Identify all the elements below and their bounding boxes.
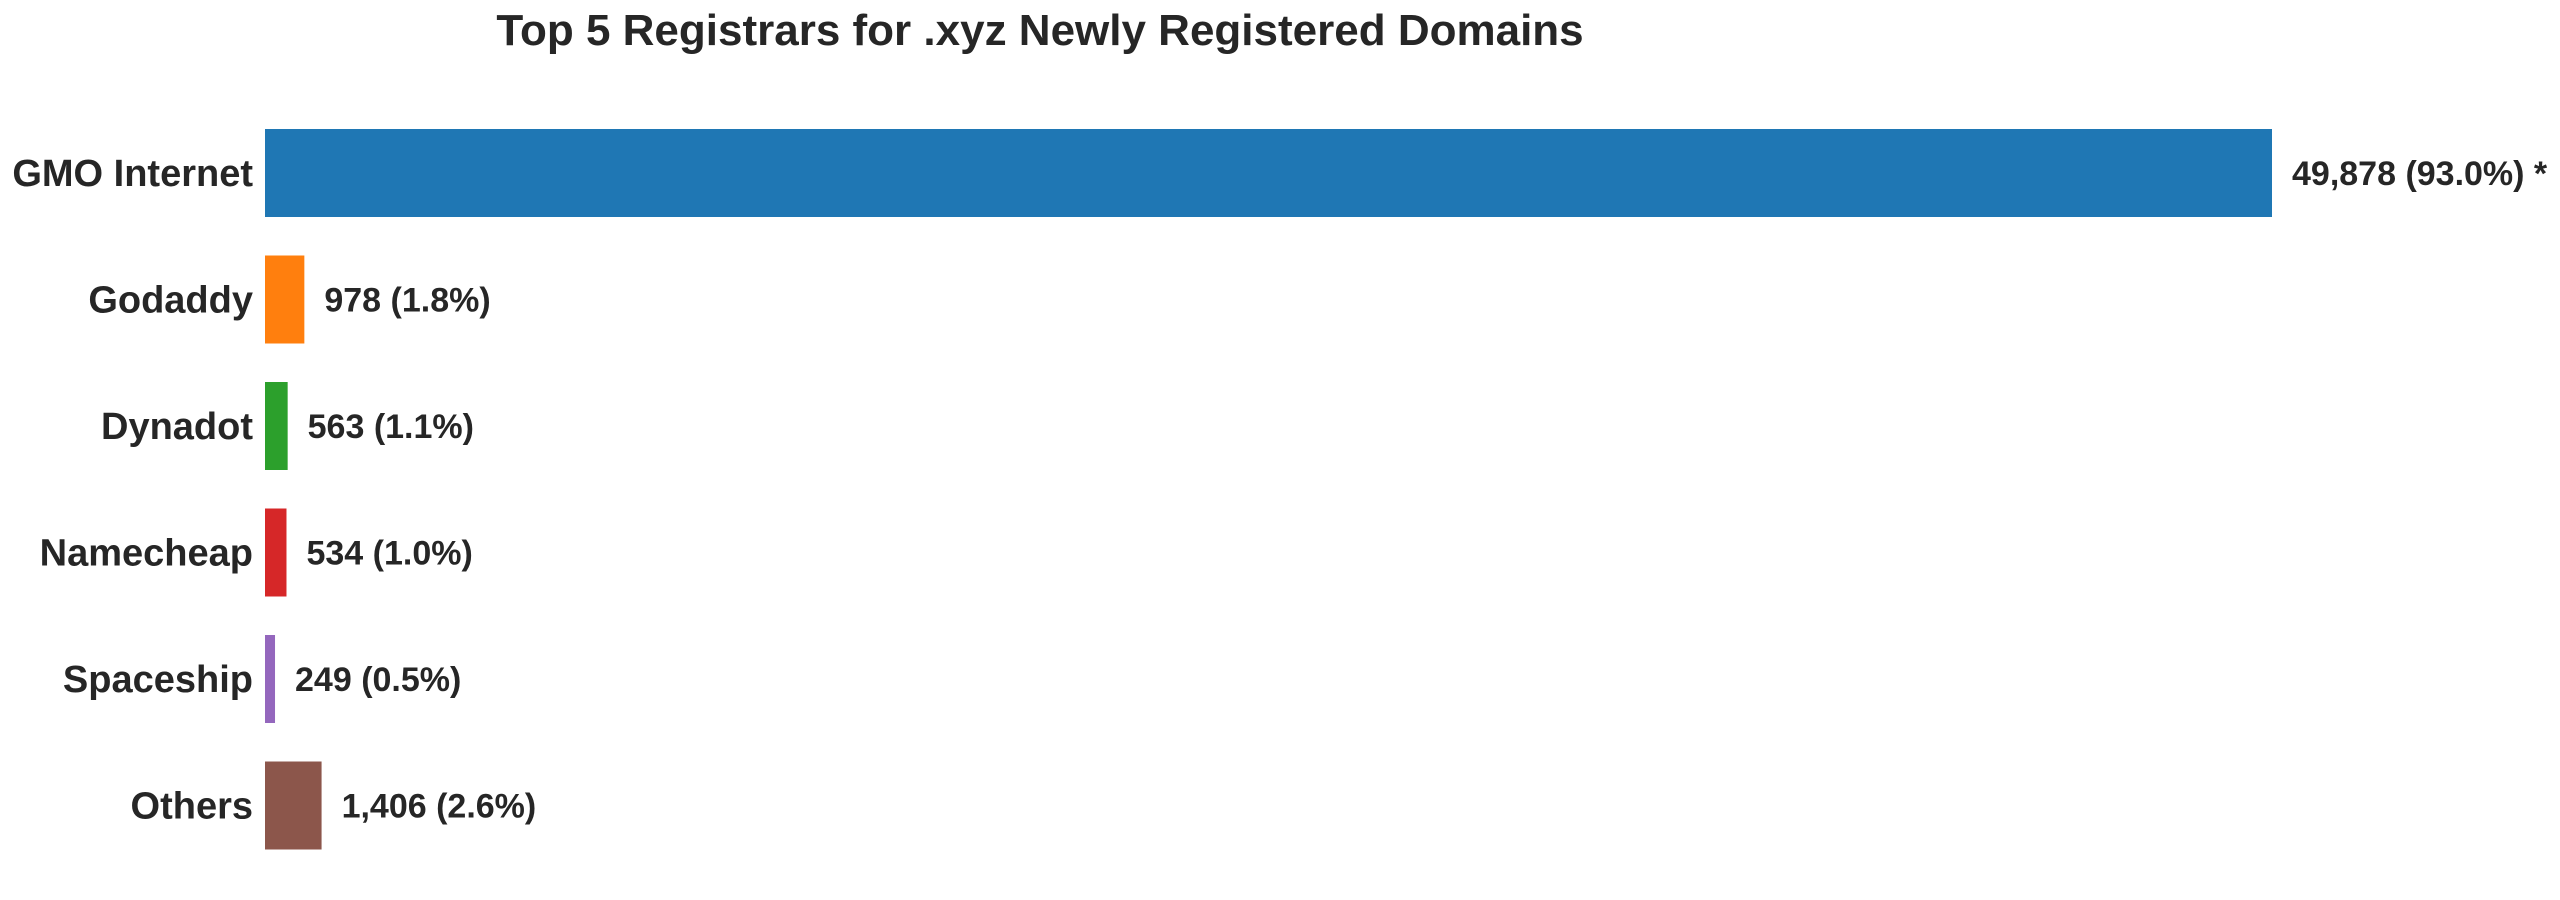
- bars-layer: GMO Internet 49,878 (93.0%) * Godaddy 978 (…: [12, 129, 2548, 850]
- value-label: 49,878 (93.0%) *: [2292, 155, 2548, 193]
- chart-title: Top 5 Registrars for .xyz Newly Register…: [496, 6, 1583, 55]
- category-label: Namecheap: [40, 533, 253, 575]
- category-label: Godaddy: [88, 280, 253, 322]
- bar-namecheap: [265, 508, 287, 597]
- bar-spaceship: [265, 635, 276, 723]
- bar-others: [265, 761, 322, 850]
- bar-godaddy: [265, 255, 305, 344]
- value-label: 978 (1.8%): [324, 282, 490, 320]
- value-label: 563 (1.1%): [308, 408, 474, 446]
- category-label: Others: [131, 786, 253, 828]
- category-label: Spaceship: [63, 659, 253, 701]
- value-label: 249 (0.5%): [295, 661, 461, 699]
- bar-dynadot: [265, 382, 288, 470]
- category-label: GMO Internet: [12, 153, 253, 195]
- category-label: Dynadot: [101, 406, 253, 448]
- value-label: 1,406 (2.6%): [342, 788, 537, 826]
- bar-gmo-internet: [265, 129, 2272, 217]
- value-label: 534 (1.0%): [306, 535, 472, 573]
